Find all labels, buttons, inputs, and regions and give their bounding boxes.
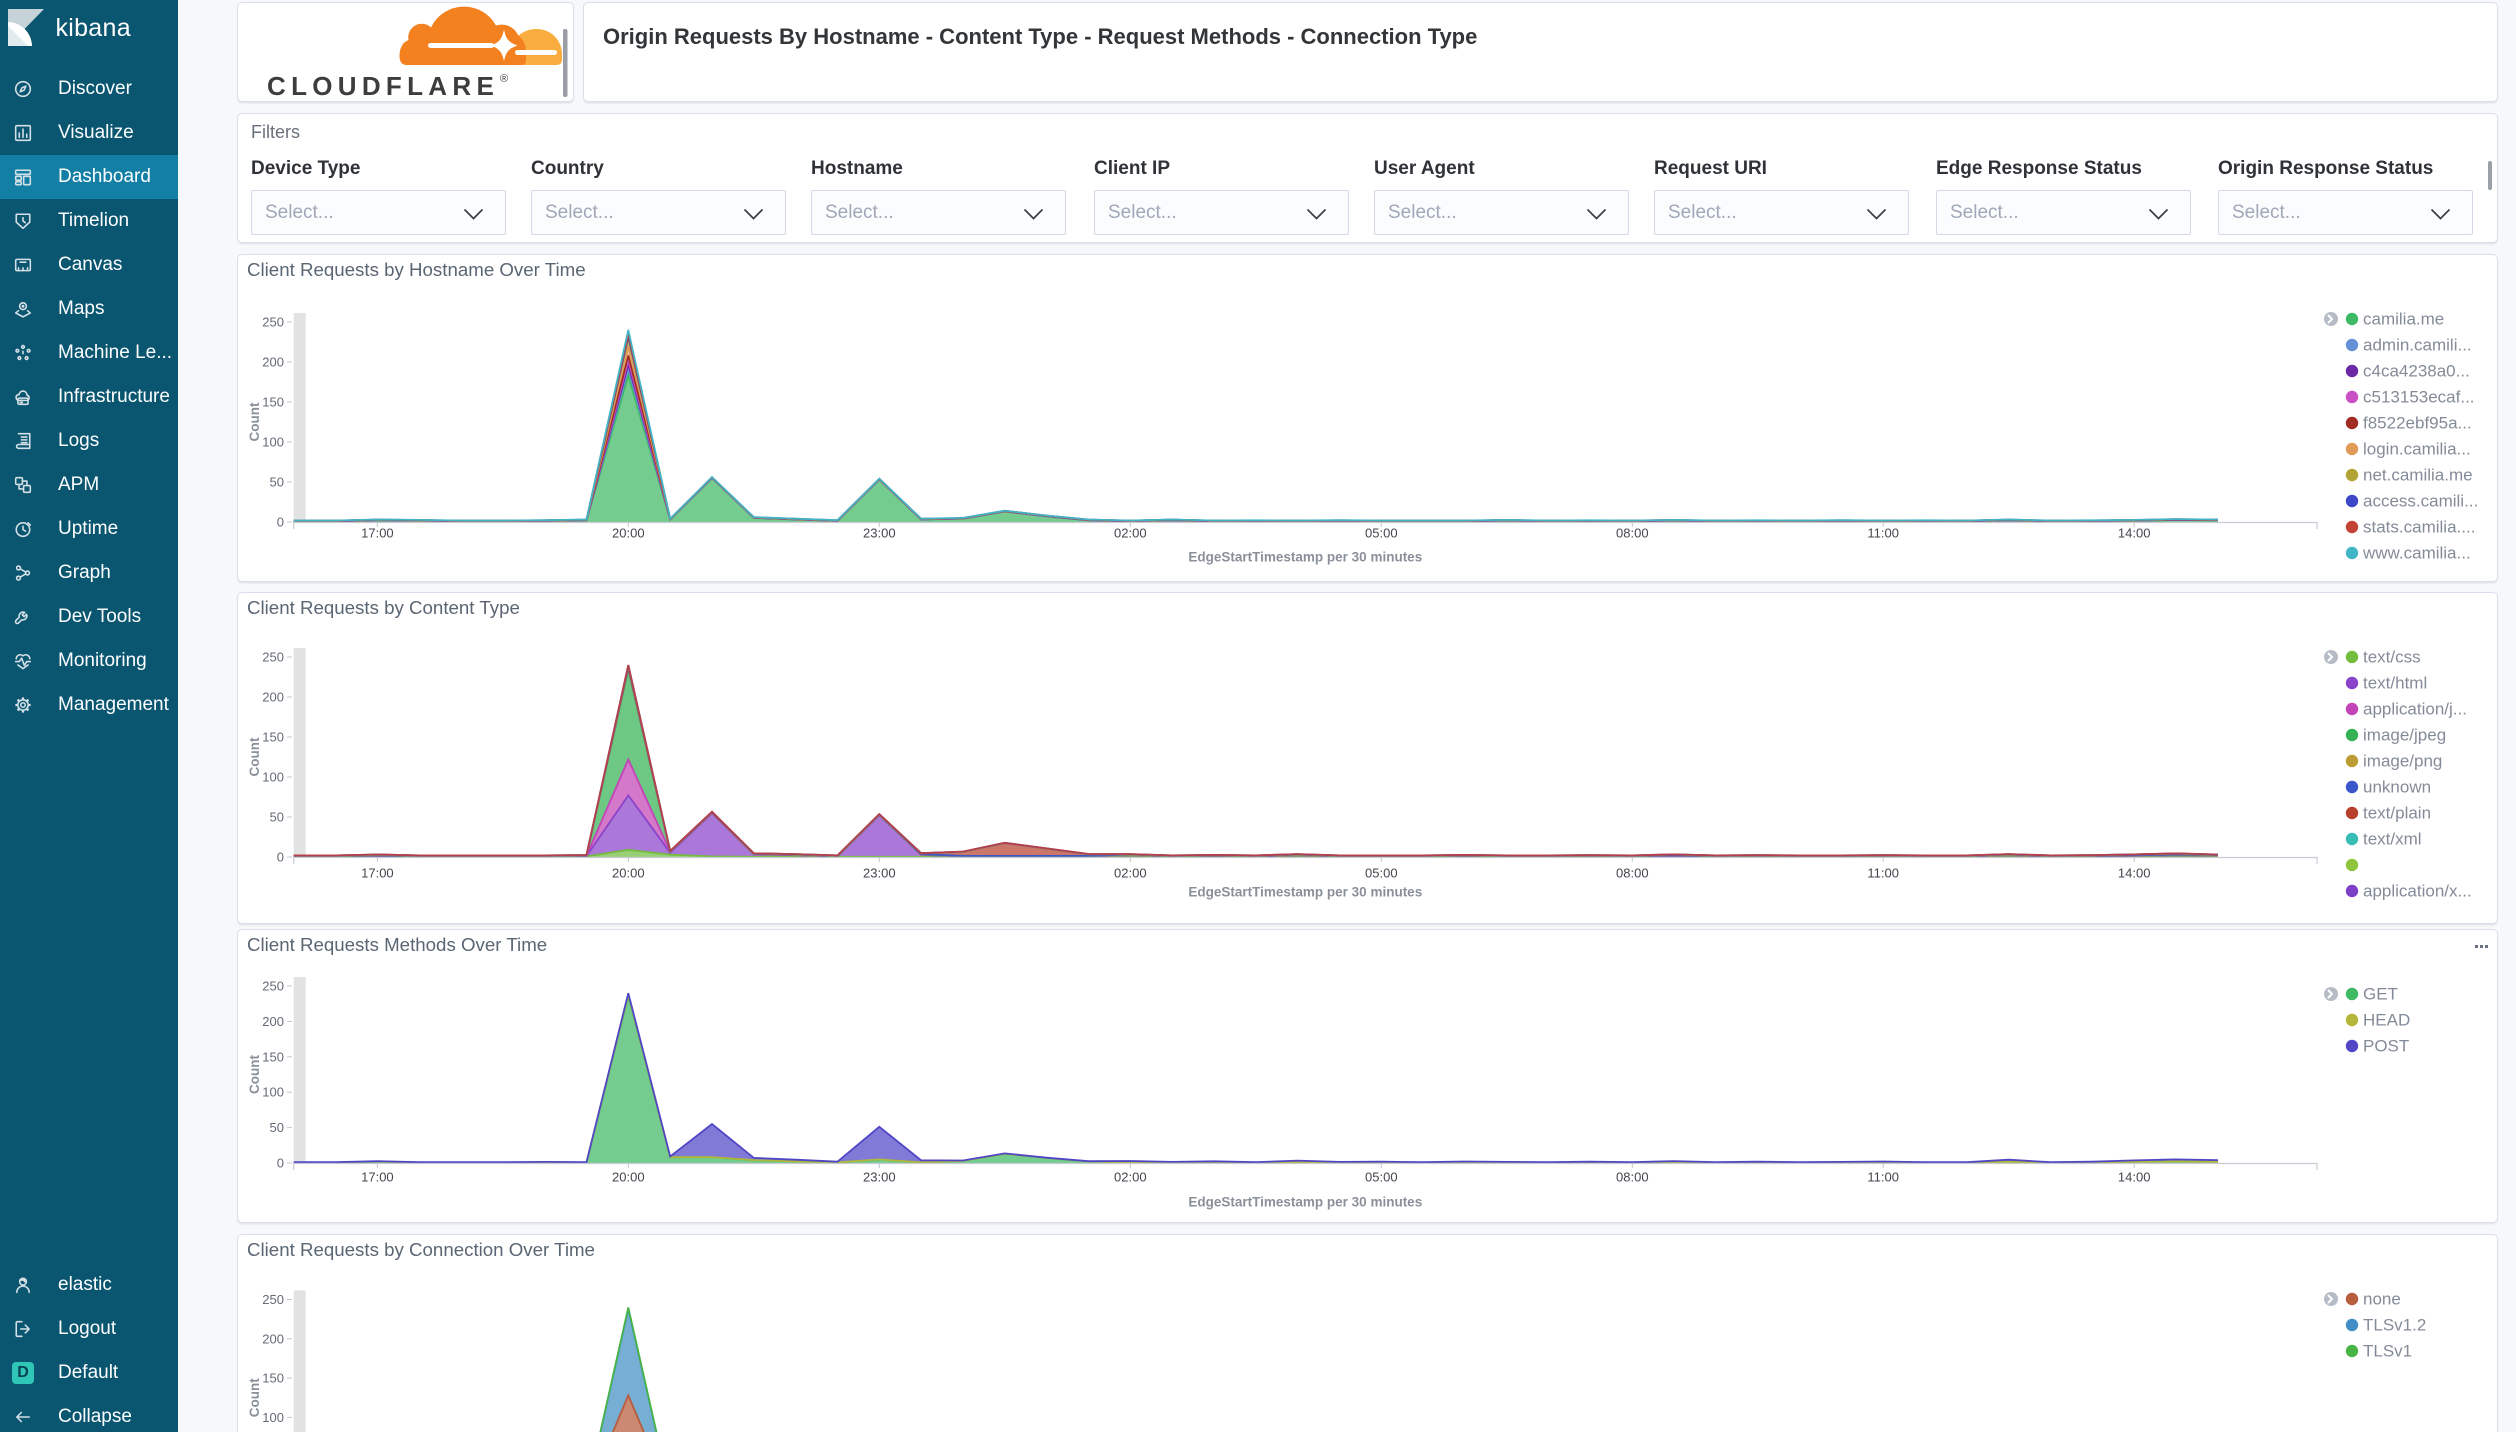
svg-text:05:00: 05:00 [1365, 1170, 1398, 1185]
svg-text:20:00: 20:00 [612, 1170, 645, 1185]
svg-text:100: 100 [262, 1410, 284, 1425]
svg-text:GET: GET [2363, 985, 2398, 1004]
svg-text:200: 200 [262, 355, 284, 370]
svg-text:TLSv1: TLSv1 [2363, 1342, 2412, 1361]
svg-text:50: 50 [270, 810, 284, 825]
svg-text:02:00: 02:00 [1114, 866, 1147, 881]
svg-text:08:00: 08:00 [1616, 866, 1649, 881]
svg-text:150: 150 [262, 730, 284, 745]
svg-text:f8522ebf95a...: f8522ebf95a... [2363, 414, 2472, 433]
svg-text:admin.camili...: admin.camili... [2363, 336, 2472, 355]
svg-text:EdgeStartTimestamp per 30 minu: EdgeStartTimestamp per 30 minutes [1188, 885, 1422, 900]
svg-text:02:00: 02:00 [1114, 1170, 1147, 1185]
svg-text:250: 250 [262, 315, 284, 330]
svg-text:®: ® [500, 73, 508, 85]
svg-text:c4ca4238a0...: c4ca4238a0... [2363, 362, 2470, 381]
svg-text:login.camilia...: login.camilia... [2363, 440, 2471, 459]
svg-text:EdgeStartTimestamp per 30 minu: EdgeStartTimestamp per 30 minutes [1188, 550, 1422, 565]
svg-text:08:00: 08:00 [1616, 526, 1649, 541]
svg-text:100: 100 [262, 435, 284, 450]
svg-text:100: 100 [262, 1085, 284, 1100]
svg-text:net.camilia.me: net.camilia.me [2363, 466, 2473, 485]
svg-text:image/png: image/png [2363, 752, 2442, 771]
svg-text:text/html: text/html [2363, 674, 2427, 693]
svg-text:150: 150 [262, 395, 284, 410]
svg-text:none: none [2363, 1290, 2401, 1309]
svg-text:05:00: 05:00 [1365, 526, 1398, 541]
svg-text:200: 200 [262, 690, 284, 705]
svg-text:stats.camilia....: stats.camilia.... [2363, 518, 2475, 537]
svg-text:20:00: 20:00 [612, 866, 645, 881]
svg-text:image/jpeg: image/jpeg [2363, 726, 2446, 745]
svg-text:11:00: 11:00 [1867, 1170, 1899, 1185]
svg-text:Count: Count [247, 1378, 262, 1417]
svg-text:POST: POST [2363, 1037, 2409, 1056]
svg-text:250: 250 [262, 650, 284, 665]
svg-text:17:00: 17:00 [361, 866, 394, 881]
svg-text:unknown: unknown [2363, 778, 2431, 797]
svg-text:text/xml: text/xml [2363, 830, 2422, 849]
svg-text:0: 0 [277, 1156, 284, 1171]
svg-text:access.camili...: access.camili... [2363, 492, 2478, 511]
svg-text:20:00: 20:00 [612, 526, 645, 541]
svg-text:0: 0 [277, 850, 284, 865]
svg-text:11:00: 11:00 [1867, 866, 1899, 881]
svg-text:250: 250 [262, 979, 284, 994]
svg-text:application/j...: application/j... [2363, 700, 2467, 719]
svg-text:17:00: 17:00 [361, 1170, 394, 1185]
svg-text:TLSv1.2: TLSv1.2 [2363, 1316, 2426, 1335]
svg-text:250: 250 [262, 1292, 284, 1307]
svg-text:150: 150 [262, 1049, 284, 1064]
svg-text:c513153ecaf...: c513153ecaf... [2363, 388, 2475, 407]
svg-text:200: 200 [262, 1014, 284, 1029]
svg-text:23:00: 23:00 [863, 866, 896, 881]
svg-text:HEAD: HEAD [2363, 1011, 2410, 1030]
svg-text:05:00: 05:00 [1365, 866, 1398, 881]
svg-text:www.camilia...: www.camilia... [2362, 544, 2471, 563]
svg-text:14:00: 14:00 [2118, 1170, 2151, 1185]
svg-text:17:00: 17:00 [361, 526, 394, 541]
svg-text:100: 100 [262, 770, 284, 785]
svg-text:camilia.me: camilia.me [2363, 310, 2444, 329]
svg-text:Count: Count [247, 402, 262, 441]
svg-text:Count: Count [247, 1055, 262, 1094]
svg-text:14:00: 14:00 [2118, 866, 2151, 881]
svg-text:23:00: 23:00 [863, 526, 896, 541]
svg-text:11:00: 11:00 [1867, 526, 1899, 541]
svg-text:text/css: text/css [2363, 648, 2421, 667]
svg-text:150: 150 [262, 1371, 284, 1386]
svg-text:08:00: 08:00 [1616, 1170, 1649, 1185]
svg-text:14:00: 14:00 [2118, 526, 2151, 541]
svg-text:50: 50 [270, 475, 284, 490]
svg-text:23:00: 23:00 [863, 1170, 896, 1185]
svg-text:text/plain: text/plain [2363, 804, 2431, 823]
svg-text:50: 50 [270, 1120, 284, 1135]
svg-text:200: 200 [262, 1331, 284, 1346]
svg-text:0: 0 [277, 515, 284, 530]
svg-text:EdgeStartTimestamp per 30 minu: EdgeStartTimestamp per 30 minutes [1188, 1195, 1422, 1210]
svg-text:02:00: 02:00 [1114, 526, 1147, 541]
svg-text:CLOUDFLARE: CLOUDFLARE [267, 71, 499, 101]
svg-text:application/x...: application/x... [2363, 882, 2472, 901]
svg-text:Count: Count [247, 737, 262, 776]
